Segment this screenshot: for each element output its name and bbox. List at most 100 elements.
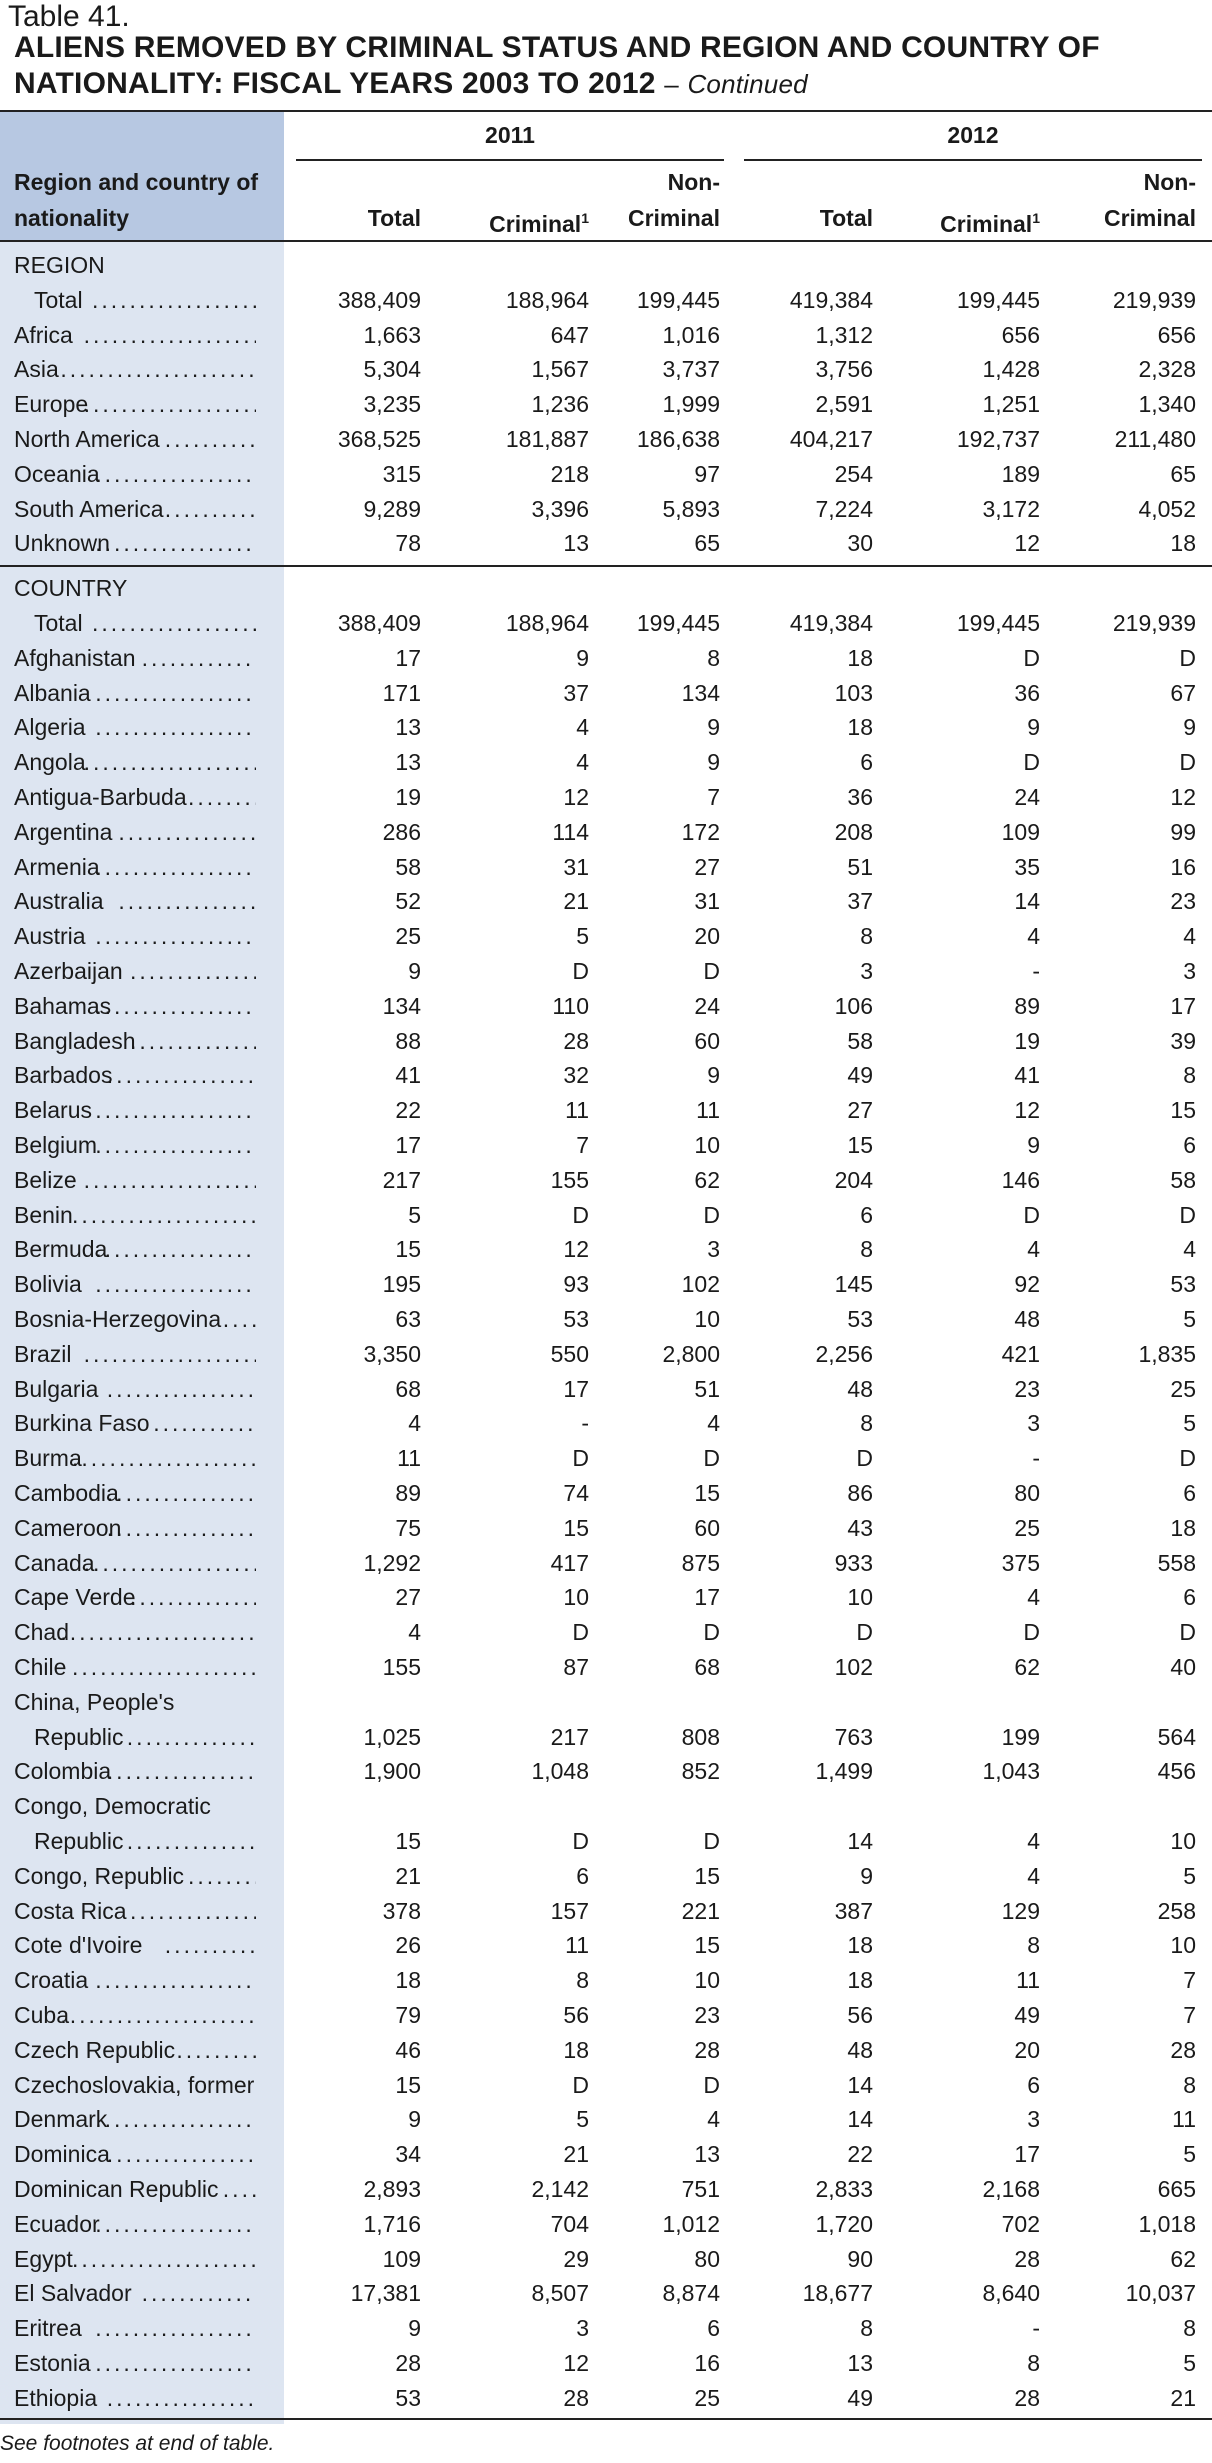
cell-value: 15 bbox=[395, 1236, 421, 1263]
cell-value: 23 bbox=[1014, 1375, 1040, 1402]
cell-value: D bbox=[572, 1828, 589, 1854]
row-label: Afghanistan bbox=[14, 644, 136, 671]
cell-value: 17 bbox=[1170, 992, 1196, 1019]
table-row: Egypt ..................................… bbox=[0, 2242, 1212, 2277]
cell-value: 171 bbox=[382, 679, 421, 706]
row-label: Cameroon bbox=[14, 1514, 122, 1541]
cell-value: 49 bbox=[1014, 2002, 1040, 2028]
cell-value: 8 bbox=[576, 1967, 589, 1994]
table-row: Estonia ................................… bbox=[0, 2346, 1212, 2381]
leader-dots: ........................................ bbox=[164, 495, 256, 522]
row-header-title-background bbox=[0, 112, 284, 242]
row-label: Estonia bbox=[14, 2350, 91, 2376]
cell-value: 186,638 bbox=[636, 426, 720, 452]
year-2011-heading: 2011 bbox=[485, 122, 535, 148]
cell-value: 1,025 bbox=[363, 1723, 421, 1750]
footnote-mark: 1 bbox=[581, 210, 589, 226]
cell-value: D bbox=[572, 2071, 589, 2098]
table-row: Belgium ................................… bbox=[0, 1128, 1212, 1163]
cell-value: 28 bbox=[395, 2350, 421, 2376]
cell-value: - bbox=[1032, 2315, 1040, 2342]
row-label: Congo, Democratic bbox=[14, 1793, 211, 1820]
leader-dots: ........................................ bbox=[95, 992, 256, 1019]
table-row: Czech Republic .........................… bbox=[0, 2033, 1212, 2068]
cell-value: 26 bbox=[395, 1932, 421, 1959]
table-row: Bangladesh .............................… bbox=[0, 1024, 1212, 1059]
cell-value: 647 bbox=[550, 321, 589, 348]
table-row: Bosnia-Herzegovina .....................… bbox=[0, 1302, 1212, 1337]
cell-value: 8 bbox=[1027, 2350, 1040, 2376]
cell-value: 6 bbox=[1183, 1480, 1196, 1506]
row-label: Cote d'Ivoire bbox=[14, 1932, 143, 1959]
cell-value: 2,591 bbox=[815, 391, 873, 418]
cell-value: 702 bbox=[1001, 2210, 1040, 2237]
cell-value: 404,217 bbox=[789, 426, 873, 452]
cell-value: 56 bbox=[847, 2002, 873, 2028]
cell-value: 65 bbox=[1170, 460, 1196, 487]
row-label: Ethiopia bbox=[14, 2384, 98, 2411]
cell-value: 62 bbox=[1170, 2245, 1196, 2272]
cell-value: 1,016 bbox=[662, 321, 720, 348]
leader-dots: ........................................ bbox=[118, 818, 256, 845]
cell-value: 43 bbox=[847, 1514, 873, 1541]
cell-value: 62 bbox=[694, 1166, 720, 1193]
cell-value: 89 bbox=[1014, 992, 1040, 1019]
cell-value: 1,499 bbox=[815, 1758, 873, 1785]
region-section: REGION bbox=[0, 248, 1212, 283]
cell-value: 89 bbox=[395, 1480, 421, 1506]
cell-value: 13 bbox=[847, 2350, 873, 2376]
cell-value: D bbox=[1179, 1201, 1196, 1228]
header-rule bbox=[0, 240, 1212, 242]
cell-value: 5 bbox=[1183, 2350, 1196, 2376]
cell-value: 1,251 bbox=[982, 391, 1040, 418]
leader-dots: ........................................ bbox=[126, 1828, 256, 1854]
cell-value: 665 bbox=[1157, 2176, 1196, 2202]
cell-value: D bbox=[703, 958, 720, 984]
cell-value: 388,409 bbox=[337, 286, 421, 313]
table-row: Chile ..................................… bbox=[0, 1650, 1212, 1685]
cell-value: 564 bbox=[1157, 1723, 1196, 1750]
cell-value: 2,893 bbox=[363, 2176, 421, 2202]
cell-value: 90 bbox=[847, 2245, 873, 2272]
cell-value: 28 bbox=[1014, 2384, 1040, 2411]
cell-value: 18 bbox=[847, 714, 873, 741]
cell-value: 9 bbox=[860, 1862, 873, 1889]
cell-value: 3,235 bbox=[363, 391, 421, 418]
cell-value: 51 bbox=[694, 1375, 720, 1402]
cell-value: 39 bbox=[1170, 1027, 1196, 1054]
col-2011-non: Non- bbox=[667, 169, 720, 195]
row-label: Africa bbox=[14, 321, 73, 348]
cell-value: 3,350 bbox=[363, 1340, 421, 1367]
cell-value: 656 bbox=[1001, 321, 1040, 348]
cell-value: 155 bbox=[550, 1166, 589, 1193]
cell-value: 5 bbox=[576, 923, 589, 950]
cell-value: 13 bbox=[395, 749, 421, 776]
leader-dots: ........................................ bbox=[95, 460, 256, 487]
table-row: Bermuda ................................… bbox=[0, 1232, 1212, 1267]
cell-value: 18,677 bbox=[802, 2280, 873, 2307]
cell-value: 1,236 bbox=[531, 391, 589, 418]
table-row: Brazil .................................… bbox=[0, 1337, 1212, 1372]
cell-value: 189 bbox=[1001, 460, 1040, 487]
row-label: Angola bbox=[14, 749, 86, 776]
cell-value: 8 bbox=[860, 923, 873, 950]
cell-value: 8 bbox=[860, 1410, 873, 1437]
cell-value: 3 bbox=[1027, 2106, 1040, 2133]
cell-value: 4 bbox=[1027, 1828, 1040, 1854]
cell-value: 41 bbox=[1014, 1062, 1040, 1089]
cell-value: 9 bbox=[707, 714, 720, 741]
cell-value: 19 bbox=[1014, 1027, 1040, 1054]
cell-value: 12 bbox=[563, 2350, 589, 2376]
cell-value: 53 bbox=[847, 1306, 873, 1332]
cell-value: 11 bbox=[1172, 2106, 1196, 2133]
leader-dots: ........................................ bbox=[95, 714, 256, 741]
cell-value: 14 bbox=[1014, 888, 1040, 915]
col-2012-noncriminal: Criminal bbox=[1103, 205, 1196, 231]
table-row: Cambodia ...............................… bbox=[0, 1476, 1212, 1511]
cell-value: 419,384 bbox=[789, 610, 873, 636]
cell-value: 4 bbox=[707, 1410, 720, 1437]
cell-value: 1,292 bbox=[363, 1549, 421, 1576]
row-label: Algeria bbox=[14, 714, 86, 741]
leader-dots: ........................................ bbox=[106, 2141, 256, 2168]
cell-value: 375 bbox=[1001, 1549, 1040, 1576]
